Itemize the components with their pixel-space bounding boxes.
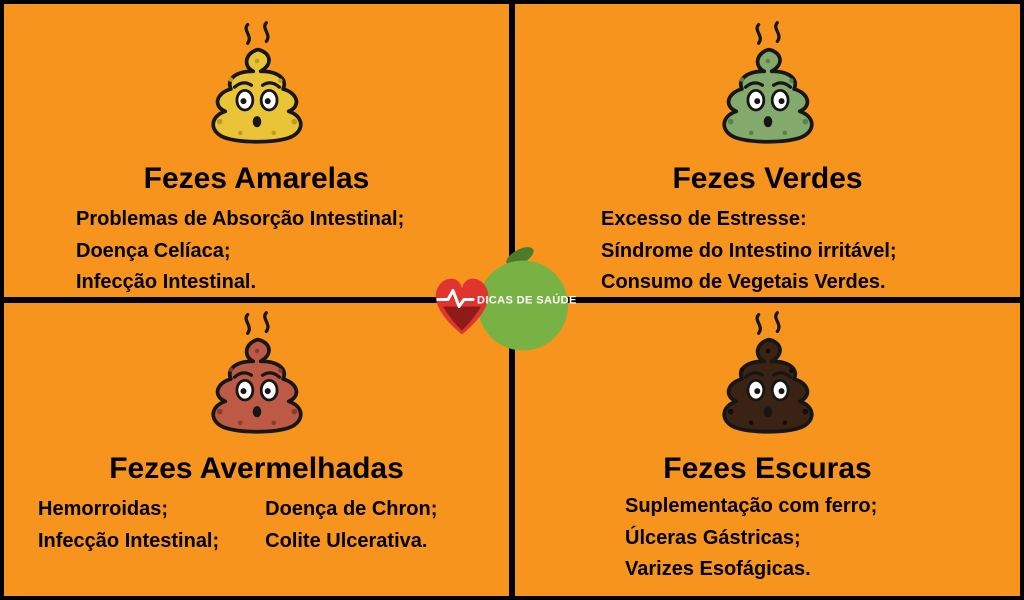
quadrant-dark: Fezes Escuras Suplementação com ferro; Ú… bbox=[515, 303, 1020, 596]
list-item: Doença de Chron; bbox=[265, 498, 438, 520]
list-item: Úlceras Gástricas; bbox=[625, 526, 801, 549]
poop-body bbox=[210, 337, 303, 434]
symptom-list-red: Hemorroidas; Infecção Intestinal; Doença… bbox=[38, 494, 437, 557]
poop-spots bbox=[216, 58, 297, 136]
list-item: Varizes Esofágicas. bbox=[625, 558, 811, 581]
symptom-list-yellow: Problemas de Absorção Intestinal; Doença… bbox=[76, 204, 404, 297]
list-item: Colite Ulcerativa. bbox=[265, 529, 428, 552]
quadrant-green: Fezes Verdes Excesso de Estresse: Síndro… bbox=[515, 4, 1020, 297]
symptom-list-green: Excesso de Estresse: Síndrome do Intesti… bbox=[601, 204, 897, 297]
steam-icon bbox=[754, 311, 781, 335]
poop-icon-yellow bbox=[210, 21, 303, 144]
list-item: Infecção Intestinal; bbox=[38, 529, 220, 552]
poop-icon-dark bbox=[721, 311, 814, 434]
list-item: Infecção Intestinal. bbox=[76, 271, 257, 294]
logo-text: DICAS DE SAÚDE bbox=[477, 294, 577, 307]
dicas-de-saude-logo: DICAS DE SAÚDE bbox=[420, 243, 580, 358]
apple-leaf-icon bbox=[506, 247, 534, 266]
poop-spots bbox=[216, 348, 297, 426]
list-item: Excesso de Estresse: bbox=[601, 208, 807, 230]
quadrant-yellow: Fezes Amarelas Problemas de Absorção Int… bbox=[4, 4, 509, 297]
steam-icon bbox=[243, 21, 270, 45]
list-item: Consumo de Vegetais Verdes. bbox=[601, 271, 886, 294]
list-item: Síndrome do Intestino irritável; bbox=[601, 239, 897, 262]
poop-body bbox=[721, 47, 814, 144]
steam-icon bbox=[243, 311, 270, 335]
symptom-column-left: Hemorroidas; Infecção Intestinal; bbox=[38, 494, 219, 557]
list-item: Suplementação com ferro; bbox=[625, 495, 878, 517]
list-item: Problemas de Absorção Intestinal; bbox=[76, 208, 405, 230]
quadrant-title-red: Fezes Avermelhadas bbox=[109, 452, 404, 485]
poop-face bbox=[743, 81, 792, 128]
apple-icon bbox=[478, 260, 568, 351]
poop-spots bbox=[727, 58, 808, 136]
quadrant-title-green: Fezes Verdes bbox=[672, 162, 863, 195]
heartbeat-icon bbox=[436, 289, 475, 308]
poop-icon-green bbox=[721, 21, 814, 144]
symptom-list-dark: Suplementação com ferro; Úlceras Gástric… bbox=[625, 491, 877, 586]
poop-icon-red bbox=[210, 311, 303, 434]
poop-face bbox=[743, 371, 792, 418]
list-item: Hemorroidas; bbox=[38, 498, 169, 520]
quadrant-title-dark: Fezes Escuras bbox=[663, 452, 872, 485]
poop-body bbox=[210, 47, 303, 144]
list-item: Doença Celíaca; bbox=[76, 239, 231, 262]
symptom-column-right: Doença de Chron; Colite Ulcerativa. bbox=[265, 494, 437, 557]
poop-face bbox=[232, 371, 281, 418]
quadrant-title-yellow: Fezes Amarelas bbox=[143, 162, 370, 195]
heart-bottom-shade bbox=[443, 306, 481, 331]
poop-face bbox=[232, 81, 281, 128]
poop-spots bbox=[727, 348, 808, 426]
poop-body bbox=[721, 337, 814, 434]
quadrant-red: Fezes Avermelhadas Hemorroidas; Infecção… bbox=[4, 303, 509, 596]
steam-icon bbox=[754, 21, 781, 45]
